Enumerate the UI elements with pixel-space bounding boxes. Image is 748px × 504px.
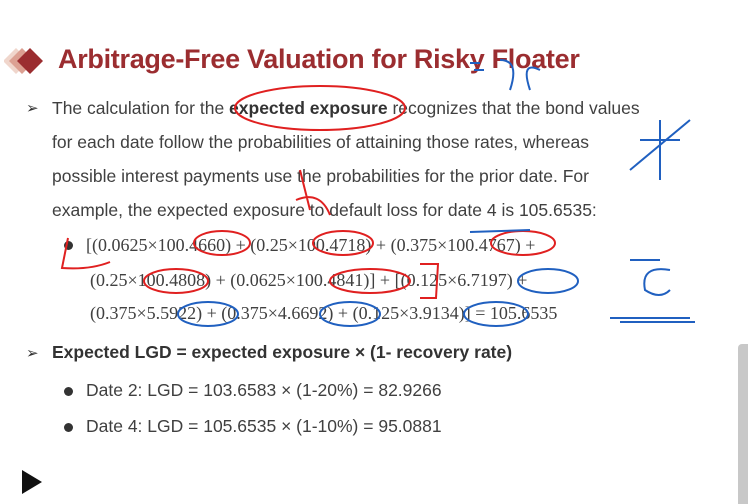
paragraph-line-3: possible interest payments use the proba… xyxy=(52,166,589,186)
paragraph-line-1: The calculation for the expected exposur… xyxy=(52,98,640,119)
slide-title: Arbitrage-Free Valuation for Risky Float… xyxy=(58,44,580,74)
paragraph-line-4: example, the expected exposure to defaul… xyxy=(52,200,597,220)
expected-exposure-term: expected exposure xyxy=(229,98,388,118)
sub-bullet-date2: Date 2: LGD = 103.6583 × (1-20%) = 82.92… xyxy=(86,380,442,400)
text: The calculation for the xyxy=(52,98,230,118)
play-icon[interactable] xyxy=(22,470,42,494)
scrollbar[interactable] xyxy=(738,344,748,504)
paragraph-line-2: for each date follow the probabilities o… xyxy=(52,132,589,152)
lgd-heading: Expected LGD = expected exposure × (1- r… xyxy=(52,342,513,362)
text: recognizes that the bond values xyxy=(387,98,640,118)
formula-line-1: [(0.0625×100.4660) + (0.25×100.4718) + (… xyxy=(86,235,536,255)
sub-bullet-date4: Date 4: LGD = 105.6535 × (1-10%) = 95.08… xyxy=(86,416,442,436)
arrow-bullet-icon: ➢ xyxy=(26,100,39,117)
bullet-dot-icon xyxy=(64,387,73,396)
formula-line-3: (0.375×5.5922) + (0.375×4.6692) + (0.125… xyxy=(90,303,558,323)
bullet-dot-icon xyxy=(64,241,73,250)
formula-line-2: (0.25×100.4808) + (0.0625×100.4841)] + [… xyxy=(90,270,528,290)
title-diamonds-icon xyxy=(4,48,43,74)
bullet-dot-icon xyxy=(64,423,73,432)
arrow-bullet-icon: ➢ xyxy=(26,345,39,362)
